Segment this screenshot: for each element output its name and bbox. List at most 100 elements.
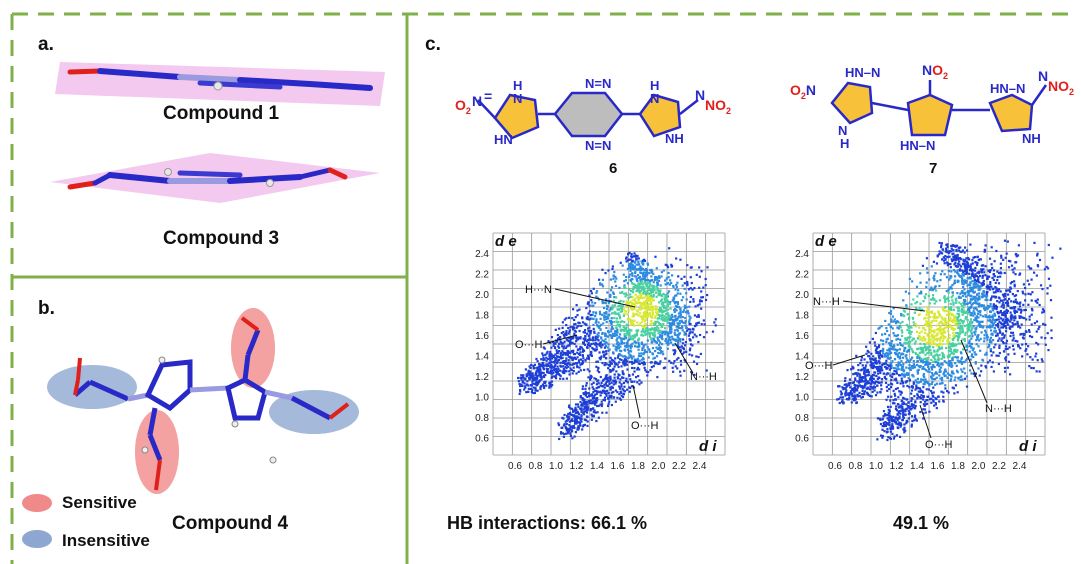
mol6-o2n-left: O2 — [455, 97, 471, 116]
x-tick-label: 1.4 — [910, 461, 924, 472]
x-tick-label: 1.2 — [890, 461, 904, 472]
svg-text:NH: NH — [665, 131, 684, 146]
svg-text:NH: NH — [1022, 131, 1041, 146]
svg-text:N: N — [1038, 68, 1048, 84]
x-tick-label: 0.8 — [529, 461, 543, 472]
axis-label-di: d i — [1019, 438, 1037, 455]
x-tick-label: 2.2 — [992, 461, 1006, 472]
svg-text:N: N — [513, 91, 522, 106]
compound4-structure — [47, 308, 359, 494]
y-tick-label: 1.8 — [475, 311, 489, 322]
compound3-label: Compound 3 — [163, 228, 280, 249]
x-tick-label: 0.6 — [828, 461, 842, 472]
interaction-label: N···H — [985, 403, 1012, 415]
x-tick-label: 0.6 — [508, 461, 522, 472]
x-tick-label: 1.4 — [590, 461, 604, 472]
y-tick-label: 1.2 — [795, 372, 809, 383]
svg-text:N: N — [838, 123, 847, 138]
svg-text:H: H — [513, 78, 522, 93]
svg-text:HN: HN — [494, 132, 513, 147]
svg-text:N=N: N=N — [585, 76, 611, 91]
svg-text:NO2: NO2 — [1048, 78, 1074, 97]
x-tick-label: 1.0 — [869, 461, 883, 472]
svg-text:HN–N: HN–N — [845, 65, 880, 80]
fingerprint-point-cloud — [836, 239, 1062, 442]
x-tick-label: 1.0 — [549, 461, 563, 472]
interaction-label: N···H — [813, 296, 840, 308]
x-tick-label: 1.6 — [611, 461, 625, 472]
y-tick-label: 0.6 — [475, 434, 489, 445]
x-tick-label: 2.2 — [672, 461, 686, 472]
y-tick-label: 1.4 — [795, 352, 809, 363]
hb-interactions-left: HB interactions: 66.1 % — [447, 513, 648, 533]
y-tick-label: 1.0 — [475, 393, 489, 404]
y-tick-label: 2.0 — [795, 290, 809, 301]
sensitive-legend-label: Sensitive — [62, 493, 137, 512]
y-tick-label: 1.4 — [475, 352, 489, 363]
mol6-no2-right: NO2 — [705, 97, 731, 116]
x-tick-label: 1.6 — [931, 461, 945, 472]
svg-text:N: N — [472, 93, 482, 109]
x-tick-label: 2.0 — [972, 461, 986, 472]
hb-interactions-right: 49.1 % — [893, 513, 950, 533]
svg-text:HN–N: HN–N — [990, 81, 1025, 96]
x-tick-label: 2.4 — [693, 461, 707, 472]
panel-b-label: b. — [38, 298, 55, 319]
interaction-label: O···H — [515, 339, 543, 351]
compound3-structure — [50, 153, 380, 203]
y-tick-label: 2.0 — [475, 290, 489, 301]
x-tick-label: 1.2 — [570, 461, 584, 472]
axis-label-de: d e — [495, 233, 517, 250]
svg-text:N=N: N=N — [585, 138, 611, 153]
insensitive-legend-swatch — [22, 530, 52, 548]
y-tick-label: 2.4 — [795, 249, 809, 260]
x-tick-label: 2.0 — [652, 461, 666, 472]
compound1-label: Compound 1 — [163, 103, 280, 124]
y-tick-label: 0.8 — [475, 413, 489, 424]
x-tick-label: 1.8 — [951, 461, 965, 472]
x-tick-label: 2.4 — [1013, 461, 1027, 472]
y-tick-label: 2.2 — [795, 270, 809, 281]
insensitive-region-left — [47, 365, 137, 409]
plot-grid — [812, 232, 1046, 456]
molecule-6-number: 6 — [609, 160, 618, 177]
y-tick-label: 2.4 — [475, 249, 489, 260]
molecule-6-structure: O2 N = H N HN N=N N=N H N NH N NO2 — [455, 76, 731, 153]
svg-text:H: H — [650, 78, 659, 93]
fingerprint-plot-left: 2.4 2.2 2.0 1.8 1.6 1.4 1.2 1.0 0.8 0.6 0.6 0.8 1.0 1… — [475, 232, 726, 472]
sensitive-legend-swatch — [22, 494, 52, 512]
x-tick-label: 0.8 — [849, 461, 863, 472]
interaction-label: O···H — [925, 439, 953, 451]
panel-c-label: c. — [425, 34, 441, 55]
axis-label-di: d i — [699, 438, 717, 455]
compound4-label: Compound 4 — [172, 513, 289, 534]
svg-text:NO2: NO2 — [922, 62, 948, 81]
fingerprint-point-cloud — [516, 247, 717, 441]
panel-a-label: a. — [38, 34, 54, 55]
svg-text:H: H — [840, 136, 849, 151]
molecule-7-number: 7 — [929, 160, 938, 177]
svg-text:N: N — [695, 87, 705, 103]
molecule-7-structure: O2N HN–N N H NO2 HN–N HN–N NH N NO2 — [790, 62, 1074, 153]
y-tick-label: 1.8 — [795, 311, 809, 322]
x-tick-label: 1.8 — [631, 461, 645, 472]
svg-text:HN–N: HN–N — [900, 138, 935, 153]
y-tick-label: 1.6 — [475, 331, 489, 342]
svg-text:O2N: O2N — [790, 82, 816, 101]
axis-label-de: d e — [815, 233, 837, 250]
compound1-structure — [55, 62, 385, 106]
interaction-label: H···N — [525, 284, 552, 296]
y-tick-label: 0.6 — [795, 434, 809, 445]
svg-text:=: = — [484, 88, 492, 104]
fingerprint-plot-right: 2.4 2.2 2.0 1.8 1.6 1.4 1.2 1.0 0.8 0.6 0.6 0.8 1.0 1… — [795, 232, 1062, 472]
y-tick-label: 2.2 — [475, 270, 489, 281]
insensitive-legend-label: Insensitive — [62, 531, 150, 550]
y-tick-label: 1.2 — [475, 372, 489, 383]
y-tick-label: 1.6 — [795, 331, 809, 342]
y-tick-label: 0.8 — [795, 413, 809, 424]
interaction-label: N···H — [690, 371, 717, 383]
interaction-label: O···H — [631, 420, 659, 432]
interaction-label: O···H — [805, 360, 833, 372]
y-tick-label: 1.0 — [795, 393, 809, 404]
